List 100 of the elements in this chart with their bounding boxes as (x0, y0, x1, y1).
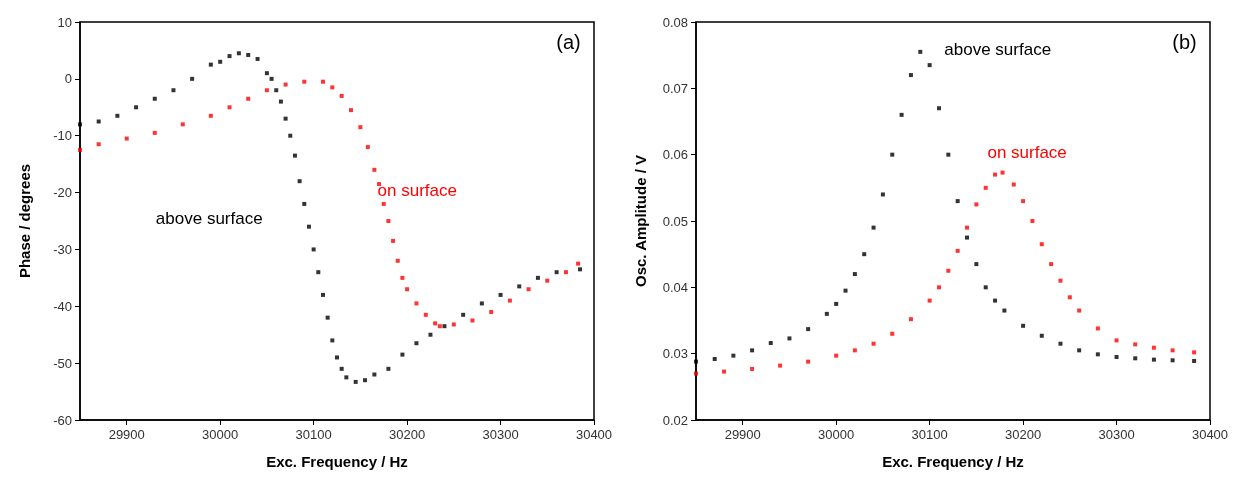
point (451, 322, 456, 327)
point (208, 113, 213, 118)
y-tick-label: -30 (53, 241, 72, 257)
y-tick-label: 0.05 (662, 213, 688, 229)
point (218, 59, 223, 64)
point (843, 288, 848, 293)
point (722, 369, 727, 374)
point (278, 99, 283, 104)
point (134, 105, 139, 110)
x-tick-label: 29900 (724, 427, 761, 442)
x-tick-label: 29900 (108, 427, 145, 442)
point (428, 332, 433, 337)
point (264, 71, 269, 76)
point (433, 321, 438, 326)
point (908, 317, 913, 322)
point (274, 88, 279, 93)
x-tick-label: 30000 (818, 427, 855, 442)
point (852, 272, 857, 277)
x-tick-label: 30200 (1005, 427, 1042, 442)
point (1077, 308, 1082, 313)
point (1133, 356, 1138, 361)
point (330, 338, 335, 343)
y-tick-label: 0.02 (662, 412, 688, 428)
y-tick-label: -20 (53, 185, 72, 201)
point (1114, 338, 1119, 343)
y-tick-label: 0 (64, 71, 72, 87)
point (1077, 348, 1082, 353)
point (423, 312, 428, 317)
point (918, 49, 923, 54)
point (171, 88, 176, 93)
point (264, 88, 269, 93)
annotation: (a) (556, 30, 581, 53)
point (442, 324, 447, 329)
point (325, 315, 330, 320)
point (292, 153, 297, 158)
point (297, 179, 302, 184)
point (965, 235, 970, 240)
point (852, 348, 857, 353)
point (974, 202, 979, 207)
point (908, 73, 913, 78)
series-label: on surface (377, 180, 457, 200)
point (96, 119, 101, 124)
point (391, 238, 396, 243)
point (1000, 170, 1005, 175)
point (489, 309, 494, 314)
point (507, 298, 512, 303)
point (302, 201, 307, 206)
point (227, 105, 232, 110)
point (152, 96, 157, 101)
point (311, 247, 316, 252)
text: above surface (155, 209, 263, 229)
point (526, 287, 531, 292)
point (694, 371, 698, 376)
point (190, 76, 195, 81)
point (1151, 345, 1156, 350)
point (750, 348, 755, 353)
point (778, 363, 783, 368)
point (899, 112, 904, 117)
point (1114, 354, 1119, 359)
point (1170, 348, 1175, 353)
x-tick-label: 30300 (482, 427, 519, 442)
point (358, 125, 363, 130)
point (381, 201, 386, 206)
point (78, 122, 82, 127)
point (974, 262, 979, 267)
point (955, 199, 960, 204)
point (288, 133, 293, 138)
point (208, 62, 213, 67)
point (936, 106, 941, 111)
point (927, 63, 932, 68)
point (479, 301, 484, 306)
point (386, 366, 391, 371)
point (344, 375, 349, 380)
point (563, 270, 568, 275)
point (1192, 358, 1197, 363)
point (834, 353, 839, 358)
point (1058, 341, 1063, 346)
point (577, 267, 582, 272)
series-label: above surface (944, 39, 1052, 59)
y-tick-label: 0.03 (662, 346, 688, 362)
point (731, 353, 736, 358)
x-tick-label: 30400 (575, 427, 613, 442)
point (269, 76, 274, 81)
y-tick-label: -10 (53, 128, 72, 144)
point (806, 359, 811, 364)
point (1021, 323, 1026, 328)
point (993, 298, 998, 303)
point (414, 301, 419, 306)
point (152, 130, 157, 135)
point (871, 225, 876, 230)
point (246, 96, 251, 101)
point (535, 275, 540, 280)
point (554, 270, 559, 275)
point (1039, 333, 1044, 338)
point (880, 192, 885, 197)
point (320, 79, 325, 84)
x-axis-title: Exc. Frequency / Hz (882, 453, 1024, 470)
point (1192, 350, 1197, 355)
point (363, 378, 368, 383)
point (414, 341, 419, 346)
